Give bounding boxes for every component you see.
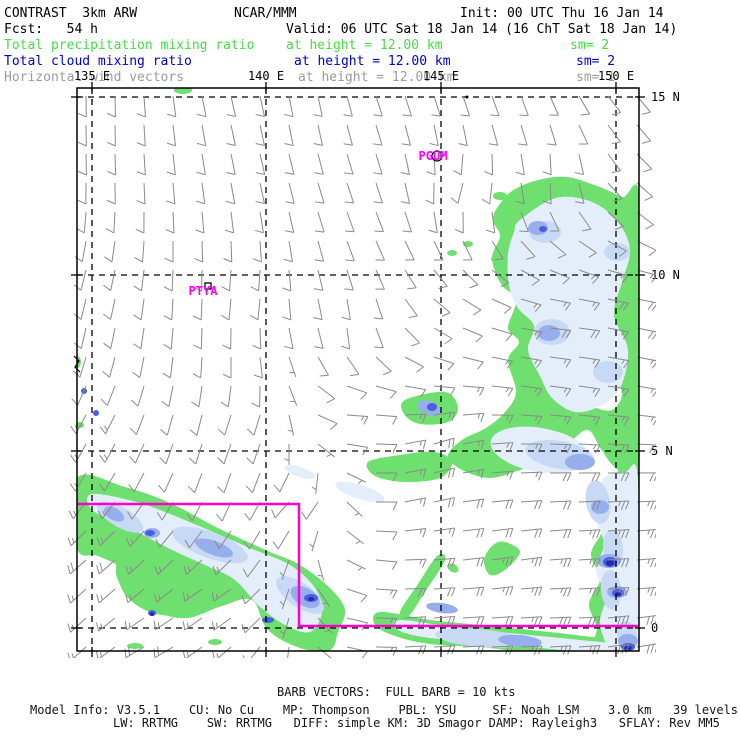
- field-wind-smooth: sm= 1: [576, 70, 616, 85]
- field-wind-height: at height = 12.00 km: [298, 70, 455, 85]
- lon-label-145e: 145 E: [422, 69, 460, 83]
- field-precip-smooth: sm= 2: [570, 38, 610, 53]
- field-precip-height: at height = 12.00 km: [286, 38, 443, 53]
- station-label-pgum: PGUM: [419, 149, 448, 163]
- field-precip-label: Total precipitation mixing ratio: [4, 38, 255, 53]
- model-info-line1: Model Info: V3.5.1 CU: No Cu MP: Thompso…: [30, 703, 740, 717]
- shading-layer: [77, 88, 639, 651]
- init-time-label: Init: 00 UTC Thu 16 Jan 14: [460, 6, 664, 21]
- field-wind-label: Horizontal wind vectors: [4, 70, 185, 85]
- lat-label-15n: 15 N: [651, 90, 680, 104]
- station-layer: PGUM PTYA: [189, 149, 448, 298]
- lat-label-0: 0: [651, 621, 659, 635]
- org-label: NCAR/MMM: [234, 6, 297, 21]
- tick-layer: [71, 82, 645, 657]
- field-cloud-label: Total cloud mixing ratio: [4, 54, 192, 69]
- lon-label-140e: 140 E: [247, 69, 285, 83]
- plot-title: CONTRAST 3km ARW: [4, 6, 138, 21]
- model-info-line2: LW: RRTMG SW: RRTMG DIFF: simple KM: 3D …: [113, 716, 720, 730]
- station-label-ptya: PTYA: [189, 284, 219, 298]
- map-frame: [76, 87, 640, 652]
- wind-barb-layer: [67, 95, 656, 658]
- lon-label-135e: 135 E: [73, 69, 111, 83]
- forecast-hour-label: Fcst: 54 h: [4, 22, 98, 37]
- valid-time-label: Valid: 06 UTC Sat 18 Jan 14 (16 ChT Sat …: [286, 22, 678, 37]
- field-cloud-height: at height = 12.00 km: [294, 54, 451, 69]
- field-cloud-smooth: sm= 2: [576, 54, 616, 69]
- barb-legend-note: BARB VECTORS: FULL BARB = 10 kts: [277, 685, 516, 699]
- lon-label-150e: 150 E: [597, 69, 635, 83]
